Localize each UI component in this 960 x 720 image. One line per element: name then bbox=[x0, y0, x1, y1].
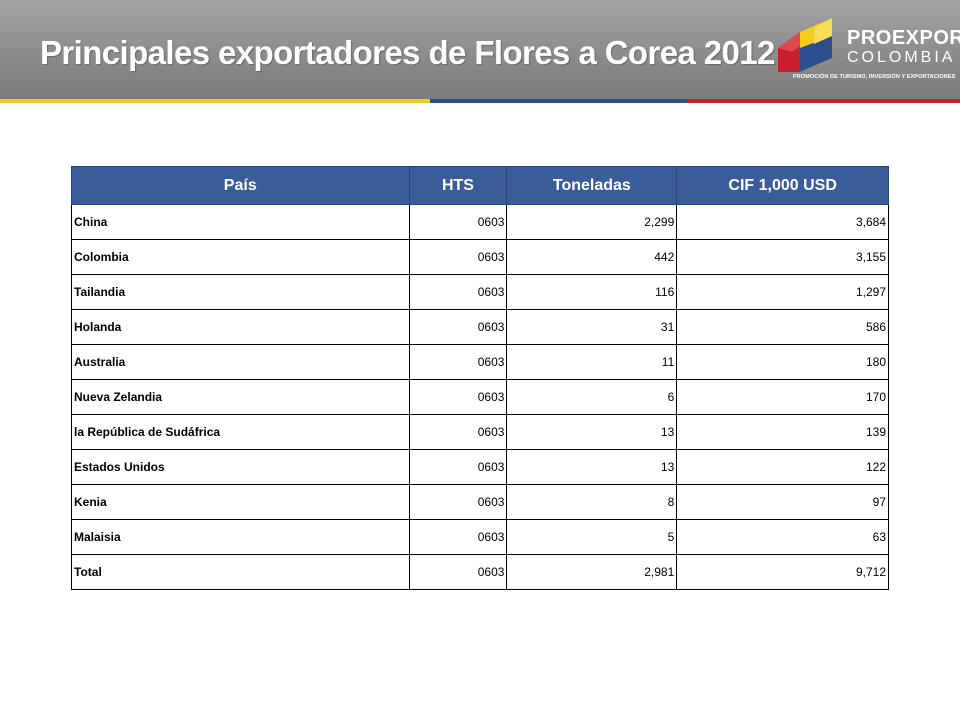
tonnes-cell: 2,299 bbox=[506, 204, 678, 240]
cif-cell: 122 bbox=[676, 449, 889, 485]
hts-cell: 0603 bbox=[408, 554, 508, 590]
country-cell: Kenia bbox=[71, 484, 410, 520]
hts-cell: 0603 bbox=[408, 414, 508, 450]
hts-cell: 0603 bbox=[408, 484, 508, 520]
table-row: la República de Sudáfrica 0603 13 139 bbox=[71, 414, 889, 450]
country-cell: Australia bbox=[71, 344, 410, 380]
column-header-hts: HTS bbox=[408, 166, 508, 205]
country-cell: Malaisia bbox=[71, 519, 410, 555]
country-cell: la República de Sudáfrica bbox=[71, 414, 410, 450]
total-row: Total 0603 2,981 9,712 bbox=[71, 554, 889, 590]
hts-cell: 0603 bbox=[408, 204, 508, 240]
tonnes-cell: 5 bbox=[506, 519, 678, 555]
slide-title: Principales exportadores de Flores a Cor… bbox=[40, 34, 775, 71]
logo-name-line1: PROEXPORT bbox=[847, 27, 960, 49]
proexport-house-icon bbox=[778, 18, 832, 72]
hts-cell: 0603 bbox=[408, 449, 508, 485]
slide-header: Principales exportadores de Flores a Cor… bbox=[0, 0, 960, 99]
table-row: Estados Unidos 0603 13 122 bbox=[71, 449, 889, 485]
stripe-red bbox=[687, 99, 960, 103]
hts-cell: 0603 bbox=[408, 239, 508, 275]
cif-cell: 97 bbox=[676, 484, 889, 520]
table-row: Australia 0603 11 180 bbox=[71, 344, 889, 380]
column-header-country: País bbox=[71, 166, 410, 205]
country-cell: Colombia bbox=[71, 239, 410, 275]
column-header-tonnes: Toneladas bbox=[506, 166, 678, 205]
country-cell: Nueva Zelandia bbox=[71, 379, 410, 415]
stripe-yellow bbox=[0, 99, 430, 103]
cif-cell: 3,155 bbox=[676, 239, 889, 275]
table-row: Colombia 0603 442 3,155 bbox=[71, 239, 889, 275]
tonnes-cell: 11 bbox=[506, 344, 678, 380]
tonnes-cell: 116 bbox=[506, 274, 678, 310]
logo-name-line2: COLOMBIA bbox=[847, 49, 956, 66]
logo-tagline: PROMOCIÓN DE TURISMO, INVERSIÓN Y EXPORT… bbox=[793, 74, 956, 80]
cif-cell: 3,684 bbox=[676, 204, 889, 240]
country-cell: Tailandia bbox=[71, 274, 410, 310]
hts-cell: 0603 bbox=[408, 519, 508, 555]
tonnes-cell: 442 bbox=[506, 239, 678, 275]
table-row: Kenia 0603 8 97 bbox=[71, 484, 889, 520]
country-cell: China bbox=[71, 204, 410, 240]
tonnes-cell: 8 bbox=[506, 484, 678, 520]
country-cell: Total bbox=[71, 554, 410, 590]
tonnes-cell: 13 bbox=[506, 449, 678, 485]
hts-cell: 0603 bbox=[408, 309, 508, 345]
cif-cell: 63 bbox=[676, 519, 889, 555]
hts-cell: 0603 bbox=[408, 274, 508, 310]
country-cell: Holanda bbox=[71, 309, 410, 345]
hts-cell: 0603 bbox=[408, 379, 508, 415]
country-cell: Estados Unidos bbox=[71, 449, 410, 485]
hts-cell: 0603 bbox=[408, 344, 508, 380]
table-row: Holanda 0603 31 586 bbox=[71, 309, 889, 345]
stripe-blue bbox=[430, 99, 687, 103]
table-row: Tailandia 0603 116 1,297 bbox=[71, 274, 889, 310]
tonnes-cell: 31 bbox=[506, 309, 678, 345]
cif-cell: 180 bbox=[676, 344, 889, 380]
cif-cell: 170 bbox=[676, 379, 889, 415]
table-row: Malaisia 0603 5 63 bbox=[71, 519, 889, 555]
cif-cell: 1,297 bbox=[676, 274, 889, 310]
table-row: Nueva Zelandia 0603 6 170 bbox=[71, 379, 889, 415]
tonnes-cell: 6 bbox=[506, 379, 678, 415]
tonnes-cell: 2,981 bbox=[506, 554, 678, 590]
proexport-logo: PROEXPORT COLOMBIA PROMOCIÓN DE TURISMO,… bbox=[774, 14, 960, 88]
table-header-row: País HTS Toneladas CIF 1,000 USD bbox=[71, 166, 889, 205]
exporters-table: País HTS Toneladas CIF 1,000 USD China 06… bbox=[71, 166, 889, 590]
cif-cell: 586 bbox=[676, 309, 889, 345]
tonnes-cell: 13 bbox=[506, 414, 678, 450]
column-header-cif: CIF 1,000 USD bbox=[676, 166, 889, 205]
cif-cell: 139 bbox=[676, 414, 889, 450]
table-row: China 0603 2,299 3,684 bbox=[71, 204, 889, 240]
cif-cell: 9,712 bbox=[676, 554, 889, 590]
